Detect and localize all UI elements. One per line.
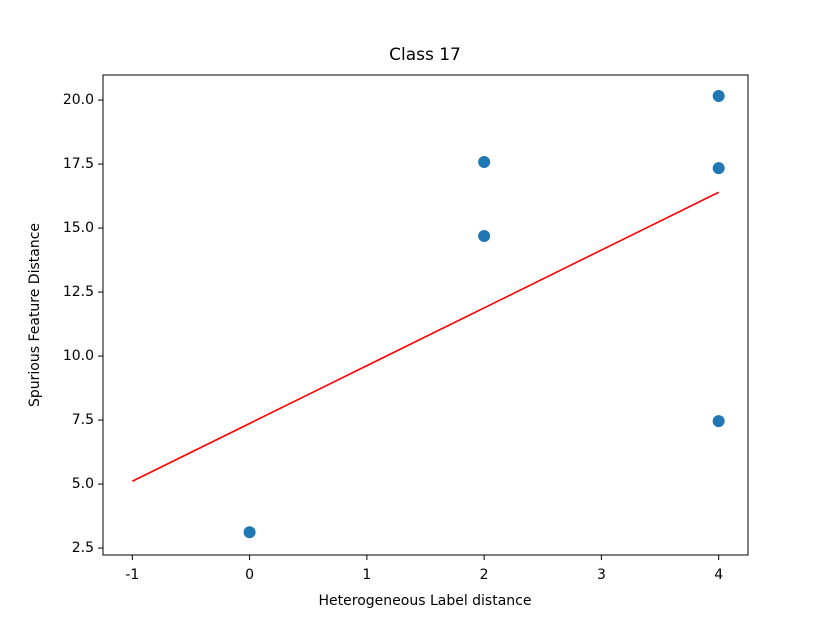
chart-title: Class 17 [389, 45, 461, 65]
x-tick-label: 2 [480, 567, 489, 583]
y-axis-label: Spurious Feature Distance [27, 223, 43, 407]
y-tick-label: 5.0 [72, 476, 94, 492]
scatter-point [478, 230, 491, 243]
plot-frame [102, 74, 749, 556]
scatter-point [712, 415, 725, 428]
fit-line [131, 191, 720, 482]
x-tick-label: 4 [714, 567, 723, 583]
x-axis-label: Heterogeneous Label distance [319, 593, 532, 609]
x-tick-label: 3 [597, 567, 606, 583]
x-tick-label: 1 [362, 567, 371, 583]
scatter-point [712, 89, 725, 102]
y-tick-label: 12.5 [63, 284, 94, 300]
x-tick-label: 0 [245, 567, 254, 583]
y-tick-label: 15.0 [63, 220, 94, 236]
scatter-point [243, 526, 256, 539]
scatter-point [478, 156, 491, 169]
y-tick-label: 2.5 [72, 540, 94, 556]
y-tick-label: 20.0 [63, 92, 94, 108]
y-tick-label: 10.0 [63, 348, 94, 364]
scatter-point [712, 162, 725, 175]
y-tick-label: 17.5 [63, 156, 94, 172]
y-tick-label: 7.5 [72, 412, 94, 428]
x-tick-label: -1 [125, 567, 139, 583]
